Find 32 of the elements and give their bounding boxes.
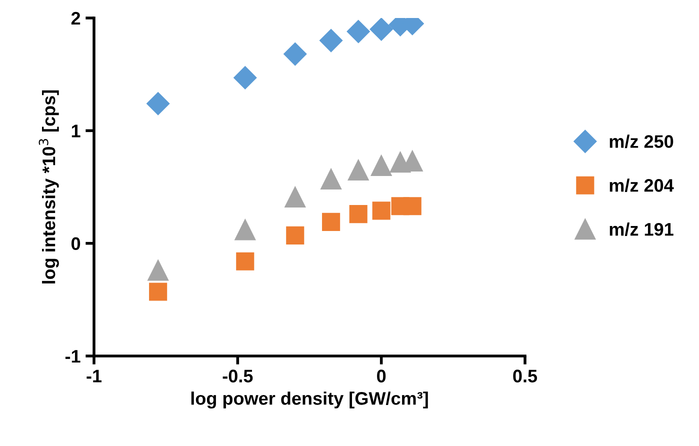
point [346,20,370,44]
point [284,186,306,208]
x-axis-title: log power density [GW/cm³] [191,392,428,408]
point [286,226,304,244]
point [372,202,390,220]
point [370,18,393,41]
legend-label: m/z 191 [610,222,674,236]
y-tick-label: 2 [71,12,80,25]
x-tick-label: 0 [377,370,386,382]
point [403,197,422,216]
point [322,212,340,231]
legend-label: m/z 250 [610,134,674,148]
point [148,260,168,281]
point [284,42,307,66]
x-tick-label: -1 [86,370,102,382]
x-tick-label: -0.5 [222,370,253,382]
point [320,168,342,190]
y-tick-label: -1 [65,350,80,363]
point [146,92,170,116]
point [234,66,257,90]
y-tick-label: 0 [71,237,80,250]
point [149,282,168,301]
point [234,219,256,240]
point [370,155,392,176]
y-tick-label: 1 [72,124,80,138]
x-tick-label: 0.5 [513,370,538,382]
point [320,29,343,52]
legend-label: m/z 204 [610,178,674,192]
point [349,205,368,224]
point [348,160,369,181]
y-axis-title: log intensity *10$^{3}$ [cps] [38,90,59,284]
point [236,252,254,270]
